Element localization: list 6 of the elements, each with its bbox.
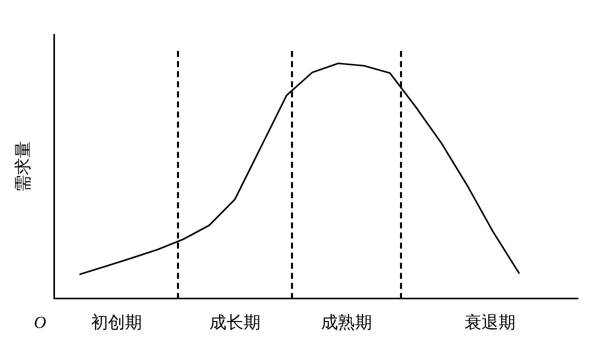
text: O [34, 312, 46, 332]
text: 成熟期 [320, 312, 372, 333]
text: 初创期 [90, 312, 142, 333]
text: 衰退期 [464, 312, 516, 333]
text: 成长期 [210, 312, 261, 333]
y-axis-title: 需求量 [14, 140, 34, 192]
